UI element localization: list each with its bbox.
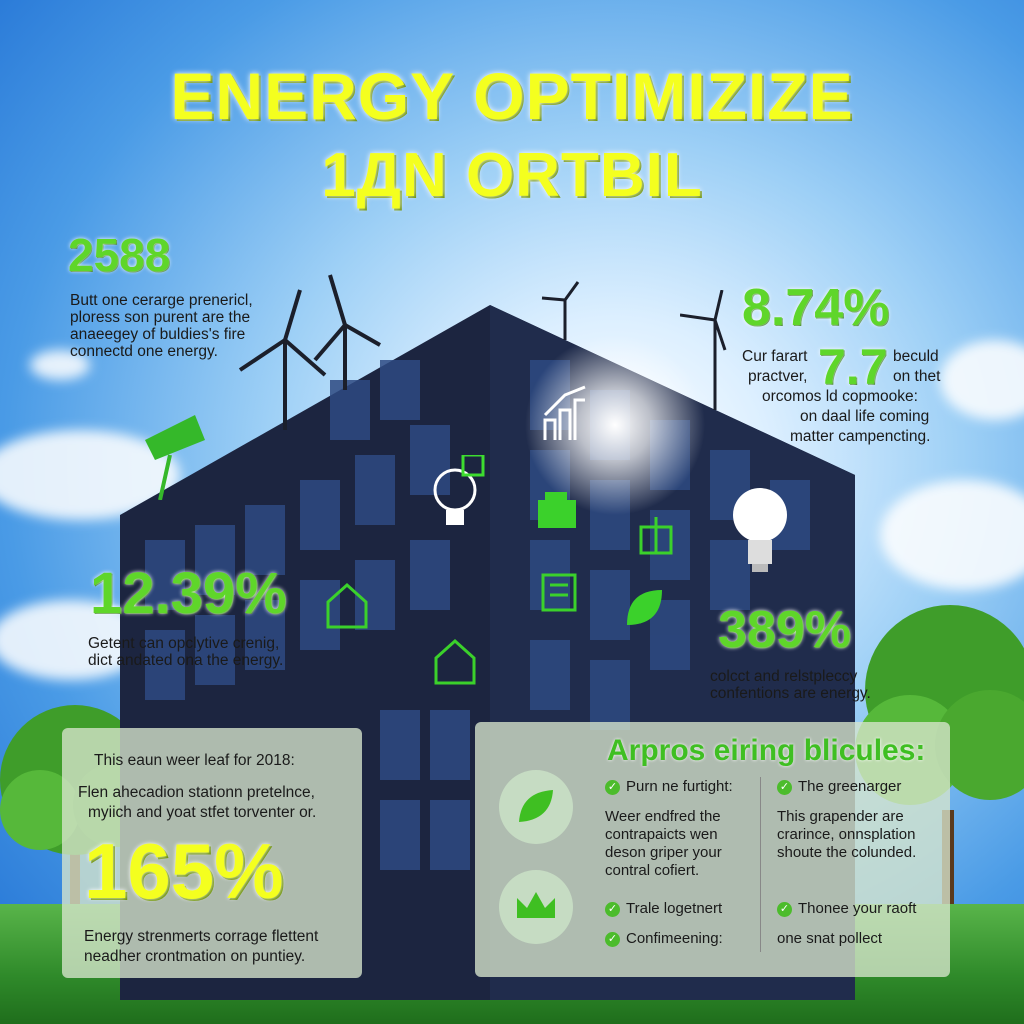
- lightbulb-icon: [733, 488, 787, 572]
- text-line: Weer endfred the: [605, 808, 721, 825]
- check-icon: ✓: [777, 779, 792, 795]
- check-item: ✓ Trale logetnert: [605, 900, 722, 918]
- leaf-icon-badge: [499, 770, 573, 844]
- text-line: on daal life coming: [800, 408, 930, 425]
- check-label: Thonee your raoft: [798, 900, 917, 917]
- wind-turbine-icon: [238, 274, 381, 430]
- box-icon: [538, 492, 576, 528]
- wind-turbine-icon: [680, 290, 727, 410]
- left-info-panel: This eaun weer leaf for 2018: Flen aheca…: [62, 728, 362, 978]
- text-line: contrapaicts wen: [605, 826, 718, 843]
- panel-line: Flen ahecadion stationn pretelnce,: [78, 784, 315, 801]
- check-icon: ✓: [605, 931, 620, 947]
- text-line: confentions are energy.: [710, 685, 871, 702]
- check-icon: ✓: [605, 779, 620, 795]
- house-icon: [326, 582, 368, 629]
- panel-line: myiich and yoat stfet torventer or.: [88, 804, 317, 821]
- body-text: Weer endfred the contrapaicts wen deson …: [605, 808, 722, 880]
- check-icon: ✓: [605, 901, 620, 917]
- big-stat-value: 165%: [84, 827, 284, 915]
- text-line: ploress son purent are the: [70, 309, 251, 326]
- text-line: matter campencting.: [790, 428, 931, 445]
- solar-panel-icon: [145, 415, 205, 500]
- text-line: crarince, onnsplation: [777, 826, 916, 843]
- text-line: connectd one energy.: [70, 343, 218, 360]
- check-label: Purn ne furtight:: [626, 778, 733, 795]
- crown-icon-badge: [499, 870, 573, 944]
- check-item: ✓ Purn ne furtight:: [605, 778, 733, 796]
- stat-description: colcct and relstpleccy confentions are e…: [710, 668, 871, 702]
- factory-icon: [541, 573, 577, 612]
- stat-value: 8.74%: [742, 279, 890, 337]
- check-item: ✓ Confimeening:: [605, 930, 723, 948]
- panel-line: Energy strenmerts corrage flettent: [84, 928, 319, 945]
- cloud: [30, 350, 90, 380]
- leaf-icon: [627, 590, 662, 625]
- stat-value: 389%: [718, 601, 851, 659]
- page-title: ENERGY OPTIMIZIZE: [170, 59, 854, 133]
- text-line: deson griper your: [605, 844, 722, 861]
- cloud: [880, 480, 1024, 590]
- check-item: ✓ Thonee your raoft: [777, 900, 916, 918]
- page-subtitle: 1ДN ORTBIL: [321, 141, 703, 210]
- check-label: The greenarger: [798, 778, 902, 795]
- stat-description: Getent can opclytive crenig, dict andate…: [88, 635, 283, 669]
- chart-arrow-icon: [543, 385, 586, 440]
- divider: [760, 777, 761, 952]
- check-label: one snat pollect: [777, 930, 883, 947]
- right-info-panel: Arpros eiring blicules: ✓ Purn ne furtigh…: [475, 722, 950, 977]
- panel-line: This eaun weer leaf for 2018:: [94, 752, 295, 769]
- stat-description: Butt one cerarge prenericl, ploress son …: [70, 292, 253, 360]
- panel-line: neadher crontmation on puntiey.: [84, 948, 306, 965]
- house-icon: [434, 638, 476, 685]
- recycle-bulb-icon: [433, 455, 485, 525]
- check-icon: ✓: [777, 901, 792, 917]
- text-line: shoute the colunded.: [777, 844, 917, 861]
- check-label: Trale logetnert: [626, 900, 723, 917]
- wind-turbine-icon: [541, 281, 580, 340]
- stat-value-secondary: 7.7: [818, 339, 888, 395]
- stat-value: 12.39%: [90, 561, 287, 626]
- stat-value: 2588: [68, 229, 171, 281]
- cloud: [940, 340, 1024, 420]
- text-line: anaeegey of buldies's fire: [70, 326, 246, 343]
- text-line: on thet: [893, 368, 941, 385]
- text-line: dict andated ona the energy.: [88, 652, 284, 669]
- text-line: bеculd: [893, 348, 939, 365]
- text-line: colcct and relstpleccy: [710, 668, 858, 685]
- panel-heading: Arpros eiring blicules:: [607, 734, 926, 767]
- text-line: practver,: [748, 368, 808, 385]
- text-line: orcomos ld copmooke:: [762, 388, 918, 405]
- text-line: This grapender are: [777, 808, 904, 825]
- body-text: This grapender are crarince, onnsplation…: [777, 808, 916, 862]
- text-line: Getent can opclytive crenig,: [88, 635, 280, 652]
- text-line: Cur farart: [742, 348, 808, 365]
- text-line: Butt one cerarge prenericl,: [70, 292, 253, 309]
- check-item: one snat pollect: [777, 930, 882, 948]
- gift-icon: [639, 517, 673, 555]
- text-line: contral cofiert.: [605, 862, 700, 879]
- check-label: Confimeening:: [626, 930, 723, 947]
- check-item: ✓ The greenarger: [777, 778, 901, 796]
